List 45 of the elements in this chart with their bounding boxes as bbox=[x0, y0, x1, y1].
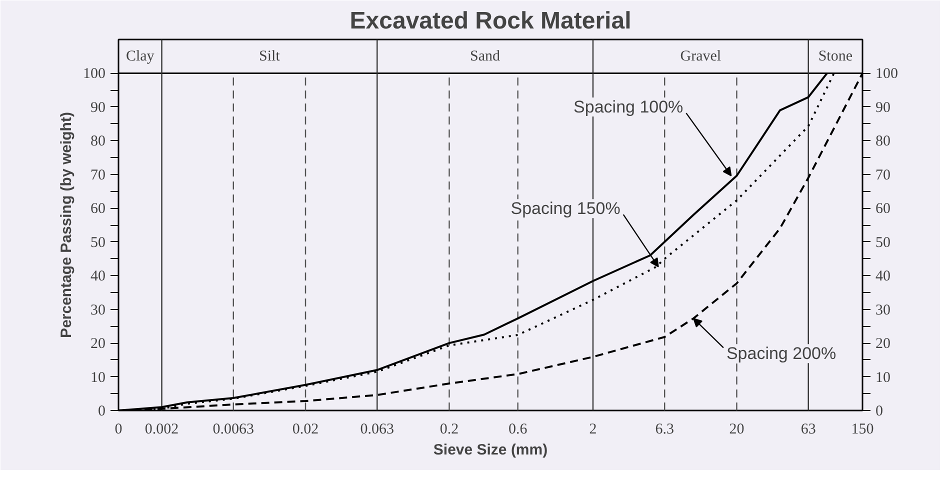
annotation: Clay bbox=[126, 48, 155, 64]
y2-tick-label: 50 bbox=[876, 234, 890, 251]
x-tick-label: 0.6 bbox=[508, 422, 528, 438]
x-axis-title: Sieve Size (mm) bbox=[433, 442, 548, 458]
y-tick-label: 50 bbox=[90, 234, 106, 251]
chart-title: Excavated Rock Material bbox=[350, 8, 632, 34]
y2-tick-label: 20 bbox=[876, 336, 890, 352]
y2-tick-label: 80 bbox=[876, 134, 890, 150]
annotation: Stone bbox=[818, 48, 853, 64]
x-tick-label: 63 bbox=[800, 422, 816, 438]
y2-tick-label: 0 bbox=[876, 404, 883, 420]
annotation: Silt bbox=[259, 48, 281, 64]
y-tick-label: 10 bbox=[90, 370, 106, 386]
annotation: Spacing 200% bbox=[726, 344, 836, 364]
y-axis-title: Percentage Passing (by weight) bbox=[58, 112, 75, 338]
x-tick-label: 6.3 bbox=[655, 422, 674, 438]
y-tick-label: 70 bbox=[90, 167, 106, 184]
y-tick-label: 30 bbox=[90, 302, 106, 318]
y-tick-label: 0 bbox=[98, 404, 106, 420]
x-tick-label: 0.002 bbox=[144, 422, 179, 438]
y2-tick-label: 40 bbox=[876, 268, 890, 285]
x-tick-label: 150 bbox=[851, 422, 874, 438]
annotation: Spacing 150% bbox=[510, 199, 620, 218]
x-tick-label: 0.2 bbox=[440, 422, 459, 438]
y-tick-label: 90 bbox=[90, 100, 106, 116]
x-tick-label: 0.0063 bbox=[212, 422, 254, 438]
y2-tick-label: 30 bbox=[876, 302, 890, 318]
x-tick-label: 0.063 bbox=[360, 422, 394, 438]
y2-tick-label: 90 bbox=[876, 100, 890, 116]
y-tick-label: 40 bbox=[90, 268, 106, 285]
x-tick-label: 0.02 bbox=[292, 422, 319, 438]
y2-tick-label: 100 bbox=[876, 66, 898, 82]
x-tick-label: 2 bbox=[589, 422, 597, 438]
y-tick-label: 100 bbox=[83, 66, 106, 82]
y-tick-label: 20 bbox=[90, 336, 106, 352]
x-tick-label: 20 bbox=[729, 422, 744, 438]
y-tick-label: 60 bbox=[90, 201, 106, 218]
annotation: Spacing 100% bbox=[574, 98, 684, 117]
annotation: Gravel bbox=[680, 48, 722, 64]
y2-tick-label: 60 bbox=[876, 201, 890, 218]
x-tick-label: 0 bbox=[114, 422, 122, 438]
annotation: Sand bbox=[470, 48, 501, 64]
y-tick-label: 80 bbox=[90, 134, 106, 150]
y2-tick-label: 10 bbox=[876, 370, 890, 386]
y2-tick-label: 70 bbox=[876, 167, 890, 184]
